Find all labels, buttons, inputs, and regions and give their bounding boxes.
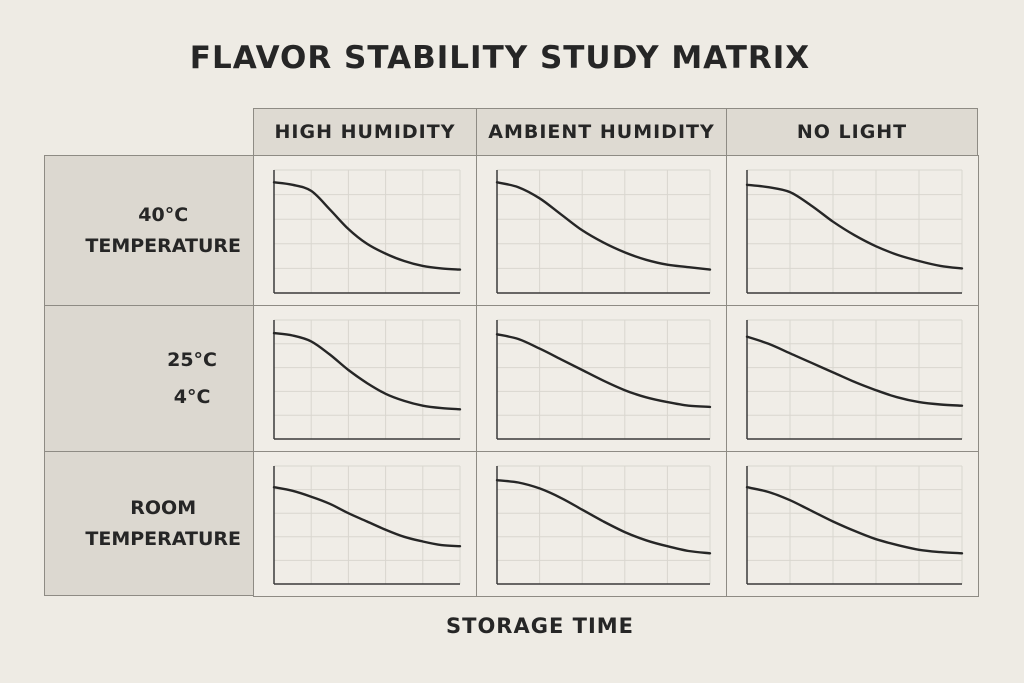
column-header-no-light: NO LIGHT [726,108,978,156]
x-axis-label: STORAGE TIME [446,614,634,638]
column-header-high-humidity: HIGH HUMIDITY [253,108,477,156]
series-line [745,183,964,270]
series-line [495,479,712,555]
panel-r2-c1 [253,305,477,452]
row-header-line: 4°C [173,385,211,408]
panel-r1-c1 [253,155,477,306]
panel-gridlines [747,169,963,293]
panel-gridlines [747,465,963,584]
row-header-40c: 40°C TEMPERATURE [44,155,254,306]
chart-title: FLAVOR STABILITY STUDY MATRIX [189,40,811,76]
row-header-25c-4c: 25°C 4°C [44,305,254,452]
row-header-line: 25°C [167,349,217,372]
series-line [495,181,712,271]
panel-gridlines [274,169,461,293]
series-line [745,335,964,407]
series-line [272,486,462,548]
panel-plot [745,169,964,294]
panel-gridlines [497,319,711,439]
panel-gridlines [747,319,963,439]
panel-r2-c2 [476,305,727,452]
series-line [272,181,462,271]
panel-r3-c3 [726,451,979,597]
row-header-line: ROOM [130,497,197,520]
series-line [745,486,964,555]
panel-plot [745,319,964,440]
panel-r1-c2 [476,155,727,306]
panel-plot [495,319,712,440]
panel-gridlines [274,465,461,584]
row-header-room-temperature: ROOM TEMPERATURE [44,451,254,596]
panel-r3-c1 [253,451,477,597]
panel-gridlines [497,169,711,293]
panel-plot [272,319,462,440]
series-line [495,333,712,409]
row-header-line: TEMPERATURE [85,527,241,550]
panel-plot [495,169,712,294]
column-header-label: NO LIGHT [796,121,908,143]
panel-plot [745,465,964,585]
row-header-line: 40°C [138,204,189,227]
column-header-ambient-humidity: AMBIENT HUMIDITY [476,108,727,156]
panel-r2-c3 [726,305,979,452]
row-header-line: TEMPERATURE [85,234,241,257]
series-line [272,331,462,411]
panel-plot [272,465,462,585]
panel-gridlines [274,319,461,439]
column-header-label: AMBIENT HUMIDITY [488,121,715,143]
panel-plot [272,169,462,294]
panel-r1-c3 [726,155,979,306]
column-header-label: HIGH HUMIDITY [274,121,456,143]
panel-gridlines [497,465,711,584]
panel-r3-c2 [476,451,727,597]
panel-plot [495,465,712,585]
